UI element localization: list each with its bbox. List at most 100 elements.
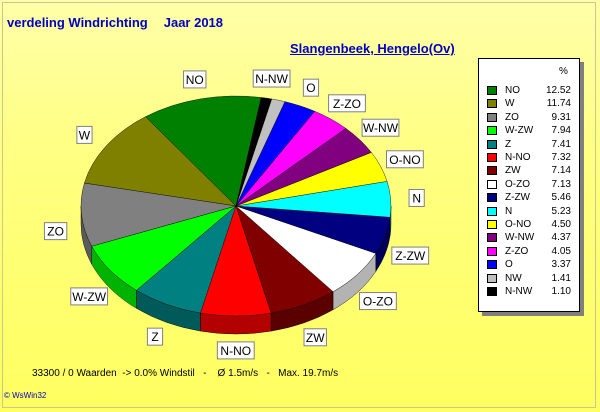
legend-swatch — [487, 273, 497, 283]
pie-slices — [80, 95, 392, 317]
legend-item-z-zw: Z-ZW 5.46 — [487, 192, 575, 204]
svg-text:O-ZO: O-ZO — [363, 295, 393, 309]
svg-text:N-NO: N-NO — [220, 344, 251, 358]
chart-subtitle: Slangenbeek, Hengelo(Ov) — [290, 41, 455, 56]
pie-depth — [80, 205, 392, 335]
legend-swatch — [487, 246, 497, 256]
pie-slice-zo — [80, 182, 237, 247]
chart-title-main: verdeling Windrichting — [7, 15, 148, 30]
slice-label-z-zo: Z-ZO — [328, 94, 366, 113]
slice-label-no: NO — [183, 70, 207, 89]
legend-item-w: W 11.74 — [487, 98, 575, 110]
legend-value: 9.31 — [551, 111, 571, 123]
legend-swatch — [487, 233, 497, 243]
legend-label: NW — [505, 272, 522, 284]
legend-item-o-zo: O-ZO 7.13 — [487, 179, 575, 191]
slice-label-w-zw: W-ZW — [70, 287, 109, 306]
legend-label: O-NO — [505, 219, 532, 230]
legend-value: 4.37 — [551, 232, 571, 244]
legend-value: 11.74 — [546, 98, 571, 110]
legend-label: N-NW — [505, 286, 533, 297]
pie-slice-n-nw — [235, 97, 272, 207]
legend-swatch — [487, 139, 497, 149]
legend-item-n-nw: N-NW 1.10 — [487, 286, 575, 298]
legend-value: 5.23 — [551, 205, 571, 217]
pie-slice-no — [145, 95, 262, 207]
legend: % NO 12.52 W 11.74 ZO 9.31 W-ZW 7.94 Z 7.41 N-NO 7.… — [478, 58, 580, 312]
legend-swatch — [487, 287, 497, 296]
svg-text:W-NW: W-NW — [363, 121, 399, 135]
legend-item-z: Z 7.41 — [487, 139, 575, 151]
legend-value: 7.94 — [551, 125, 571, 137]
legend-label: W — [505, 98, 515, 110]
svg-text:W: W — [79, 128, 91, 142]
chart-title-year: Jaar 2018 — [163, 15, 224, 30]
chart-title: verdeling Windrichting Jaar 2018 — [7, 15, 239, 30]
slice-label-n-nw: N-NW — [252, 69, 291, 88]
svg-text:N-NW: N-NW — [255, 72, 288, 86]
legend-header: % — [559, 66, 568, 77]
svg-text:W-ZW: W-ZW — [72, 290, 106, 304]
legend-swatch — [487, 112, 497, 122]
legend-label: NO — [505, 85, 520, 96]
legend-item-w-nw: W-NW 4.37 — [487, 232, 575, 244]
svg-text:ZW: ZW — [306, 331, 325, 345]
legend-value: 7.13 — [551, 178, 571, 190]
legend-swatch — [487, 153, 497, 162]
slice-label-n-no: N-NO — [216, 341, 255, 360]
legend-item-zo: ZO 9.31 — [487, 112, 575, 124]
legend-item-no: NO 12.52 — [487, 85, 575, 97]
slice-label-o-zo: O-ZO — [359, 292, 397, 311]
slice-label-w: W — [76, 125, 93, 144]
legend-value: 7.32 — [551, 152, 571, 163]
legend-label: W-NW — [505, 232, 535, 244]
legend-label: W-ZW — [505, 125, 534, 137]
legend-value: 4.05 — [551, 245, 571, 257]
legend-label: O — [505, 259, 513, 271]
svg-text:ZO: ZO — [47, 225, 64, 239]
legend-label: ZW — [505, 165, 521, 177]
legend-value: 7.41 — [551, 138, 571, 150]
legend-swatch — [487, 99, 497, 109]
legend-item-o-no: O-NO 4.50 — [487, 219, 575, 231]
legend-item-n-no: N-NO 7.32 — [487, 152, 575, 164]
legend-item-z-zo: Z-ZO 4.05 — [487, 246, 575, 258]
legend-label: ZO — [505, 111, 519, 123]
slice-label-zw: ZW — [303, 328, 327, 347]
legend-swatch — [487, 206, 497, 216]
legend-item-n: N 5.23 — [487, 206, 575, 218]
legend-value: 3.37 — [551, 259, 571, 271]
legend-value: 1.41 — [551, 272, 571, 284]
legend-label: Z-ZW — [505, 192, 530, 204]
legend-item-w-zw: W-ZW 7.94 — [487, 125, 575, 137]
legend-swatch — [487, 166, 497, 176]
slice-label-z-zw: Z-ZW — [391, 246, 430, 265]
legend-label: N — [505, 205, 513, 217]
legend-swatch — [487, 179, 497, 189]
svg-text:O-NO: O-NO — [389, 153, 420, 167]
svg-text:NO: NO — [186, 73, 204, 87]
svg-text:Z: Z — [151, 330, 158, 344]
legend-swatch — [487, 220, 497, 229]
legend-item-o: O 3.37 — [487, 259, 575, 271]
slice-label-o: O — [302, 78, 320, 97]
svg-text:N: N — [412, 191, 421, 205]
svg-text:O: O — [306, 81, 315, 95]
legend-value: 7.14 — [551, 165, 571, 177]
slice-label-z: Z — [146, 327, 164, 346]
slice-labels: NO W ZO W-ZW Z N-NO ZW O-ZO Z-ZW N O-NO W-NW Z-ZO O N-… — [43, 69, 430, 360]
legend-label: O-ZO — [505, 178, 530, 190]
legend-label: Z — [505, 138, 512, 150]
legend-value: 5.46 — [551, 192, 571, 204]
slice-label-n: N — [408, 188, 425, 207]
legend-swatch — [487, 86, 497, 95]
slice-label-zo: ZO — [43, 222, 68, 241]
slice-label-w-nw: W-NW — [361, 118, 400, 137]
svg-text:Z-ZW: Z-ZW — [395, 249, 426, 263]
legend-value: 1.10 — [551, 286, 571, 297]
pie-slice-w — [84, 116, 237, 207]
legend-label: Z-ZO — [505, 245, 529, 257]
legend-swatch — [487, 193, 497, 203]
legend-item-zw: ZW 7.14 — [487, 165, 575, 177]
